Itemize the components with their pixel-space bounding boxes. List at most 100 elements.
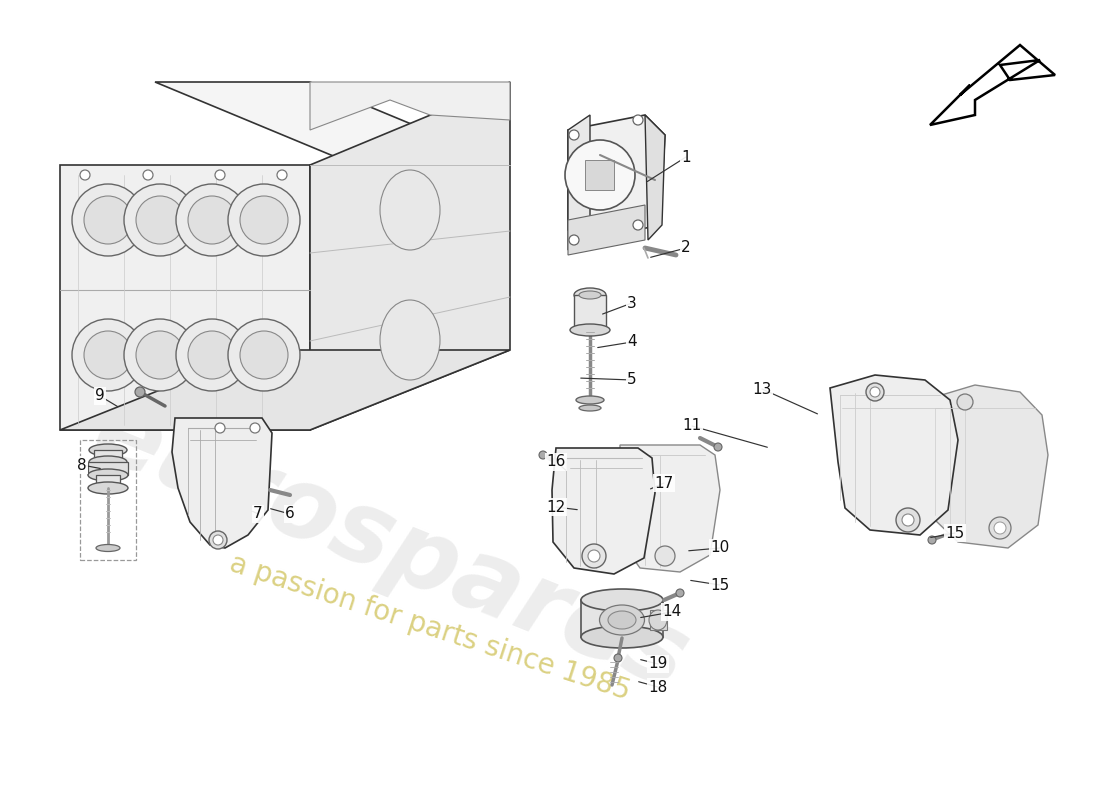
Circle shape: [136, 196, 184, 244]
Polygon shape: [310, 82, 510, 430]
Text: 9: 9: [95, 389, 104, 403]
Circle shape: [928, 536, 936, 544]
Circle shape: [582, 544, 606, 568]
Polygon shape: [620, 445, 721, 572]
Text: 3: 3: [627, 295, 637, 310]
Polygon shape: [925, 385, 1048, 548]
Circle shape: [136, 331, 184, 379]
Ellipse shape: [379, 170, 440, 250]
Text: 4: 4: [627, 334, 637, 350]
Text: 16: 16: [547, 454, 565, 470]
Text: eurospares: eurospares: [78, 385, 702, 711]
Circle shape: [614, 654, 622, 662]
Circle shape: [588, 550, 600, 562]
Text: 15: 15: [945, 526, 965, 541]
Circle shape: [539, 451, 547, 459]
Circle shape: [240, 196, 288, 244]
Text: 19: 19: [648, 657, 668, 671]
Circle shape: [124, 184, 196, 256]
Polygon shape: [568, 115, 590, 250]
Circle shape: [632, 220, 644, 230]
Polygon shape: [552, 448, 654, 574]
Circle shape: [188, 331, 236, 379]
Circle shape: [569, 130, 579, 140]
Polygon shape: [155, 82, 510, 165]
Polygon shape: [310, 82, 510, 130]
Circle shape: [714, 443, 722, 451]
Ellipse shape: [89, 456, 127, 468]
Circle shape: [84, 196, 132, 244]
Text: 14: 14: [662, 605, 682, 619]
Polygon shape: [574, 295, 606, 330]
Text: 12: 12: [547, 499, 565, 514]
Text: 15: 15: [711, 578, 729, 593]
Ellipse shape: [574, 288, 606, 302]
Polygon shape: [830, 375, 958, 535]
Circle shape: [632, 115, 644, 125]
Polygon shape: [96, 475, 120, 488]
Text: 5: 5: [627, 373, 637, 387]
Text: 10: 10: [711, 541, 729, 555]
Polygon shape: [645, 115, 665, 240]
Circle shape: [654, 546, 675, 566]
Circle shape: [209, 531, 227, 549]
Ellipse shape: [579, 405, 601, 411]
Ellipse shape: [600, 605, 645, 635]
Circle shape: [72, 184, 144, 256]
Circle shape: [188, 196, 236, 244]
Polygon shape: [88, 462, 128, 475]
Circle shape: [135, 387, 145, 397]
Circle shape: [143, 170, 153, 180]
Ellipse shape: [649, 610, 667, 630]
Circle shape: [176, 319, 248, 391]
Text: 8: 8: [77, 458, 87, 473]
Circle shape: [994, 522, 1006, 534]
Circle shape: [228, 184, 300, 256]
Circle shape: [176, 184, 248, 256]
Text: 6: 6: [285, 506, 295, 522]
Ellipse shape: [96, 545, 120, 551]
Polygon shape: [930, 45, 1055, 125]
Ellipse shape: [88, 482, 128, 494]
Circle shape: [214, 423, 225, 433]
Circle shape: [989, 517, 1011, 539]
Circle shape: [957, 394, 974, 410]
Polygon shape: [585, 160, 614, 190]
Text: 1: 1: [681, 150, 691, 165]
Ellipse shape: [576, 396, 604, 404]
Circle shape: [569, 235, 579, 245]
Circle shape: [896, 508, 920, 532]
Polygon shape: [568, 115, 666, 240]
Circle shape: [902, 514, 914, 526]
Circle shape: [213, 535, 223, 545]
Text: 7: 7: [253, 506, 263, 522]
Circle shape: [80, 170, 90, 180]
Circle shape: [240, 331, 288, 379]
Circle shape: [250, 423, 260, 433]
Polygon shape: [581, 600, 663, 637]
Ellipse shape: [88, 469, 128, 481]
Polygon shape: [60, 165, 310, 430]
Circle shape: [676, 589, 684, 597]
Text: 17: 17: [654, 475, 673, 490]
Text: a passion for parts since 1985: a passion for parts since 1985: [227, 550, 634, 706]
Circle shape: [866, 383, 884, 401]
Circle shape: [124, 319, 196, 391]
Circle shape: [72, 319, 144, 391]
Circle shape: [84, 331, 132, 379]
Text: 2: 2: [681, 241, 691, 255]
Text: 18: 18: [648, 679, 668, 694]
Text: 13: 13: [752, 382, 772, 397]
Circle shape: [870, 387, 880, 397]
Ellipse shape: [608, 611, 636, 629]
Text: 11: 11: [682, 418, 702, 434]
Polygon shape: [568, 205, 645, 255]
Ellipse shape: [581, 589, 663, 611]
Circle shape: [228, 319, 300, 391]
Circle shape: [277, 170, 287, 180]
Ellipse shape: [379, 300, 440, 380]
Polygon shape: [650, 610, 667, 630]
Ellipse shape: [89, 444, 127, 456]
Polygon shape: [94, 450, 122, 462]
Polygon shape: [60, 350, 510, 430]
